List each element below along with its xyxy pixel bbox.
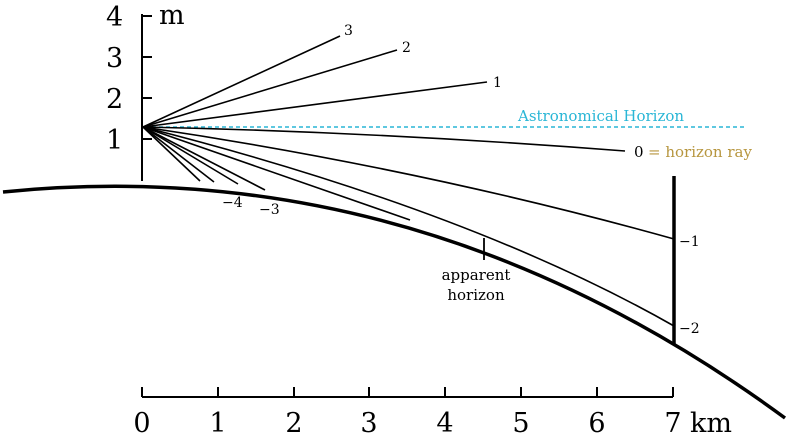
- apparent-horizon-label-line2: horizon: [447, 286, 505, 304]
- ray-label-minus-3: −3: [259, 202, 280, 218]
- horizon-ray-description: = horizon ray: [648, 143, 752, 161]
- ray-2: [142, 49, 398, 128]
- ray-label-3: 3: [344, 23, 353, 39]
- ray-minus-4: [142, 126, 215, 183]
- apparent-horizon-label-line1: apparent: [442, 266, 511, 284]
- ray-label-0: 0: [634, 143, 644, 161]
- km-tick-label-0: 0: [133, 408, 150, 437]
- ray-3: [142, 35, 341, 128]
- ray-minus-3: [142, 126, 266, 191]
- km-tick-label-7: 7: [664, 408, 681, 437]
- ray-label-minus-2: −2: [679, 321, 700, 337]
- ray-minus-1: [142, 126, 675, 240]
- vertical-unit-label: m: [159, 0, 185, 31]
- km-tick-label-5: 5: [512, 408, 529, 437]
- ray-1: [142, 81, 488, 128]
- ray-label-minus-4: −4: [222, 195, 243, 211]
- ray-ground-a: [142, 126, 201, 182]
- earth-surface-curve: [2, 184, 787, 420]
- km-tick-label-3: 3: [360, 408, 377, 437]
- km-tick-label-2: 2: [285, 408, 302, 437]
- astronomical-horizon-label: Astronomical Horizon: [517, 107, 684, 125]
- m-tick-label-1: 1: [106, 125, 123, 156]
- m-tick-label-2: 2: [106, 84, 123, 115]
- ray-label-2: 2: [402, 40, 411, 56]
- km-tick-label-4: 4: [436, 408, 453, 437]
- m-tick-label-4: 4: [106, 2, 123, 33]
- ray-label-minus-1: −1: [679, 234, 700, 250]
- km-tick-label-1: 1: [209, 408, 226, 437]
- ray-0-horizon-ray: [142, 126, 626, 152]
- ray-ground-b: [142, 126, 239, 185]
- ray-label-1: 1: [493, 75, 502, 91]
- ray-ground-c: [142, 126, 411, 221]
- km-tick-label-6: 6: [588, 408, 605, 437]
- horizontal-unit-label: km: [690, 408, 732, 437]
- m-tick-label-3: 3: [106, 43, 123, 74]
- ray-minus-2: [142, 126, 675, 327]
